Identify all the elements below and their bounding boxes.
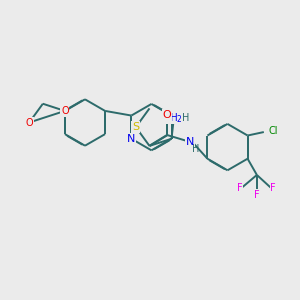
Text: H: H — [182, 112, 189, 122]
Text: O: O — [163, 110, 172, 120]
Text: S: S — [132, 122, 140, 132]
Text: H: H — [192, 144, 199, 154]
Text: F: F — [270, 183, 276, 193]
Text: N: N — [186, 137, 195, 148]
Text: F: F — [237, 183, 242, 193]
Text: F: F — [254, 190, 260, 200]
Text: NH: NH — [163, 113, 178, 123]
Text: 2: 2 — [176, 115, 181, 124]
Text: O: O — [61, 106, 69, 116]
Text: N: N — [127, 134, 136, 144]
Text: O: O — [26, 118, 33, 128]
Text: Cl: Cl — [268, 126, 278, 136]
